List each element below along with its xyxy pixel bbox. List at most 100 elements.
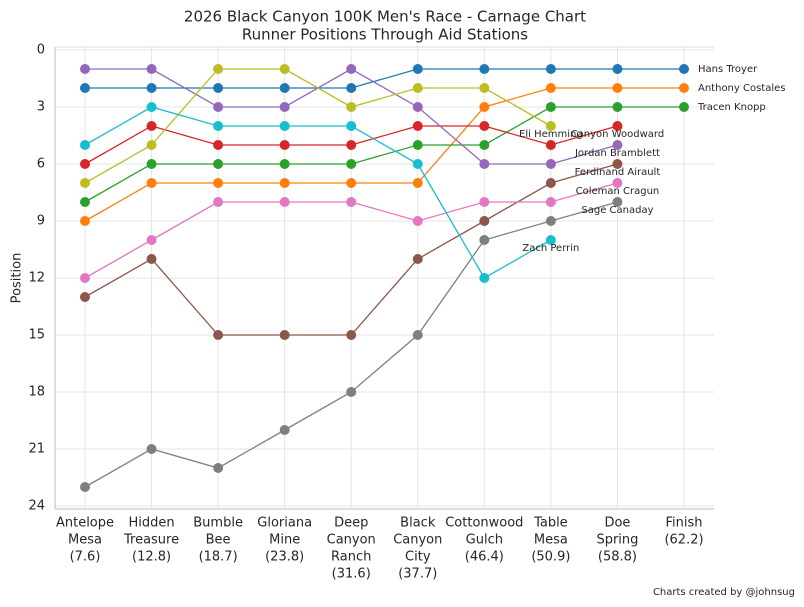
y-tick-label: 3 xyxy=(37,100,45,115)
series-label: Eli Hemming xyxy=(519,129,583,140)
point xyxy=(679,83,689,93)
point xyxy=(479,273,490,283)
x-tick-label: (37.7) xyxy=(398,567,437,582)
point xyxy=(412,254,423,264)
point xyxy=(80,273,90,283)
point xyxy=(279,425,290,435)
point xyxy=(279,159,290,169)
point xyxy=(146,444,157,454)
point xyxy=(346,159,357,169)
point xyxy=(346,140,357,150)
x-tick-label: Cottonwood xyxy=(445,516,523,531)
x-tick-label: (62.2) xyxy=(664,533,703,548)
point xyxy=(612,121,623,131)
y-tick-label: 9 xyxy=(37,214,45,229)
y-tick-label: 21 xyxy=(28,442,45,457)
series-label: Anthony Costales xyxy=(698,83,786,94)
x-tick-label: Doe xyxy=(604,516,630,531)
series-label: Zach Perrin xyxy=(522,243,579,254)
point xyxy=(80,64,90,74)
point xyxy=(279,330,290,340)
point xyxy=(412,121,423,131)
point xyxy=(479,159,490,169)
point xyxy=(146,178,157,188)
point xyxy=(213,197,224,207)
point xyxy=(412,102,423,112)
x-tick-label: Mesa xyxy=(68,533,102,548)
x-tick-label: Finish xyxy=(665,516,702,531)
point xyxy=(279,121,290,131)
point xyxy=(545,216,556,226)
point xyxy=(346,64,357,74)
point xyxy=(346,83,357,93)
point xyxy=(279,64,290,74)
point xyxy=(213,159,224,169)
x-tick-label: (50.9) xyxy=(531,550,570,565)
point xyxy=(412,159,423,169)
y-tick-label: 6 xyxy=(37,157,45,172)
point xyxy=(279,197,290,207)
series-label: Coleman Cragun xyxy=(576,186,660,197)
series-label: Ferdinand Airault xyxy=(575,167,661,178)
point xyxy=(545,178,556,188)
x-tick-label: Deep xyxy=(334,516,368,531)
point xyxy=(479,235,490,245)
point xyxy=(612,102,623,112)
x-tick-label: Hidden xyxy=(128,516,174,531)
point xyxy=(545,140,556,150)
point xyxy=(346,102,357,112)
point xyxy=(545,121,556,131)
x-tick-label: (23.8) xyxy=(265,550,304,565)
y-tick-label: 18 xyxy=(28,385,45,400)
x-tick-label: (18.7) xyxy=(199,550,238,565)
point xyxy=(545,83,556,93)
point xyxy=(346,387,357,397)
point xyxy=(346,178,357,188)
point xyxy=(80,178,90,188)
series-line xyxy=(84,87,684,222)
point xyxy=(612,197,623,207)
x-tick-label: Bumble xyxy=(193,516,243,531)
point xyxy=(80,482,90,492)
series-label: Sage Canaday xyxy=(581,205,653,216)
y-axis-label: Position xyxy=(10,253,25,304)
x-tick-label: Black xyxy=(400,516,436,531)
point xyxy=(346,121,357,131)
y-tick-label: 24 xyxy=(28,499,45,514)
series-line xyxy=(84,106,552,279)
x-tick-label: (31.6) xyxy=(332,567,371,582)
point xyxy=(412,178,423,188)
point xyxy=(146,159,157,169)
x-tick-label: (7.6) xyxy=(70,550,101,565)
x-tick-label: Spring xyxy=(596,533,638,548)
point xyxy=(412,140,423,150)
point xyxy=(412,64,423,74)
point xyxy=(479,197,490,207)
point xyxy=(479,102,490,112)
point xyxy=(213,178,224,188)
point xyxy=(545,235,556,245)
point xyxy=(346,197,357,207)
series-line xyxy=(84,68,552,184)
point xyxy=(80,216,90,226)
chart-subtitle: Runner Positions Through Aid Stations xyxy=(242,26,528,44)
point xyxy=(545,159,556,169)
x-tick-label: Mesa xyxy=(534,533,568,548)
point xyxy=(679,102,689,112)
point xyxy=(545,102,556,112)
point xyxy=(213,330,224,340)
series-label: Hans Troyer xyxy=(698,64,758,75)
x-tick-label: Gulch xyxy=(466,533,503,548)
point xyxy=(545,197,556,207)
point xyxy=(545,64,556,74)
point xyxy=(80,197,90,207)
y-tick-label: 0 xyxy=(37,43,45,58)
x-tick-label: Ranch xyxy=(331,550,371,565)
x-tick-label: Canyon xyxy=(393,533,442,548)
footer: Charts created by @johnsug xyxy=(653,587,795,598)
point xyxy=(80,140,90,150)
point xyxy=(612,140,623,150)
x-tick-label: (12.8) xyxy=(132,550,171,565)
y-tick-label: 12 xyxy=(28,271,45,286)
